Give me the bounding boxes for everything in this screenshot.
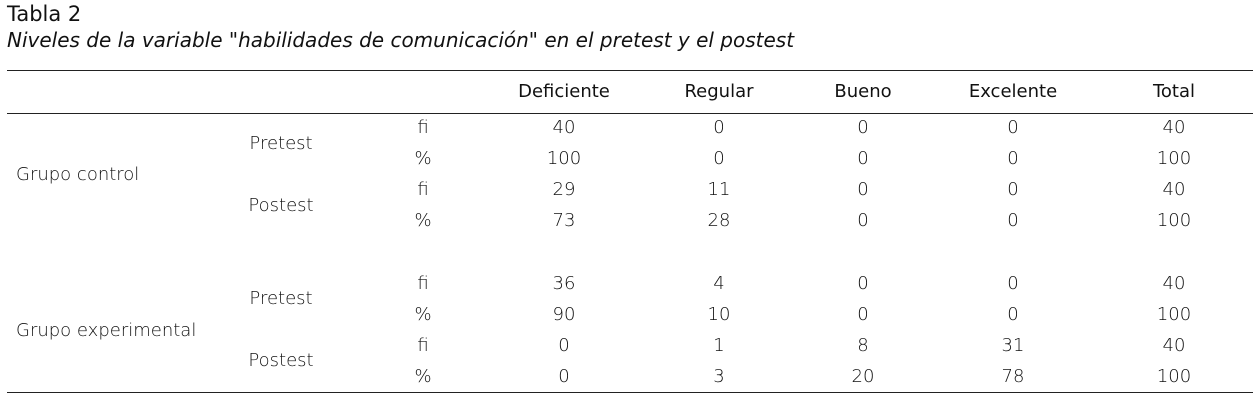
table-cell: 0 [558,366,570,387]
table-cell: 0 [713,117,725,138]
group-label-control: Grupo control [16,164,140,185]
table-cell: 100 [1156,304,1192,325]
stat-label: fi [417,179,429,200]
phase-label-control-pretest: Pretest [249,133,313,154]
table-cell: 8 [857,335,869,356]
table-cell: 100 [1156,366,1192,387]
table-cell: 28 [707,210,731,231]
table-cell: 40 [1162,335,1186,356]
table-cell: 0 [1007,117,1019,138]
table-cell: 0 [1007,148,1019,169]
stat-label: % [414,148,432,169]
bottom-rule [7,392,1253,393]
phase-label-control-postest: Postest [248,195,314,216]
table-cell: 0 [857,179,869,200]
stat-label: fi [417,273,429,294]
table-cell: 0 [857,148,869,169]
group-label-experimental: Grupo experimental [16,320,197,341]
table-cell: 40 [1162,117,1186,138]
header-regular: Regular [684,81,754,102]
phase-label-experimental-postest: Postest [248,350,314,371]
stat-label: fi [417,335,429,356]
table-cell: 0 [713,148,725,169]
table-cell: 31 [1001,335,1025,356]
table-cell: 0 [857,304,869,325]
header-bueno: Bueno [834,81,892,102]
stat-label: % [414,210,432,231]
table-cell: 29 [552,179,576,200]
table-cell: 10 [707,304,731,325]
table-cell: 1 [713,335,725,356]
table-cell: 11 [707,179,731,200]
table-cell: 0 [1007,273,1019,294]
table-cell: 0 [1007,179,1019,200]
table-cell: 100 [1156,210,1192,231]
stat-label: % [414,366,432,387]
header-total: Total [1152,81,1196,102]
table-cell: 0 [857,210,869,231]
table-cell: 0 [558,335,570,356]
table-cell: 40 [552,117,576,138]
phase-label-experimental-pretest: Pretest [249,288,313,309]
table-cell: 0 [1007,304,1019,325]
header-deficiente: Deficiente [518,81,610,102]
table-cell: 40 [1162,179,1186,200]
header-rule [7,113,1253,114]
header-excelente: Excelente [968,81,1058,102]
table-cell: 78 [1001,366,1025,387]
table-cell: 0 [1007,210,1019,231]
top-rule [7,70,1253,71]
table-cell: 100 [546,148,582,169]
table-cell: 100 [1156,148,1192,169]
table-cell: 36 [552,273,576,294]
table-cell: 20 [851,366,875,387]
stat-label: fi [417,117,429,138]
table-cell: 4 [713,273,725,294]
table-label: Tabla 2 [7,2,82,26]
table-cell: 90 [552,304,576,325]
table-cell: 0 [857,117,869,138]
table-cell: 3 [713,366,725,387]
table-title: Niveles de la variable "habilidades de c… [7,28,795,52]
table-cell: 40 [1162,273,1186,294]
table-cell: 0 [857,273,869,294]
table-cell: 73 [552,210,576,231]
stat-label: % [414,304,432,325]
